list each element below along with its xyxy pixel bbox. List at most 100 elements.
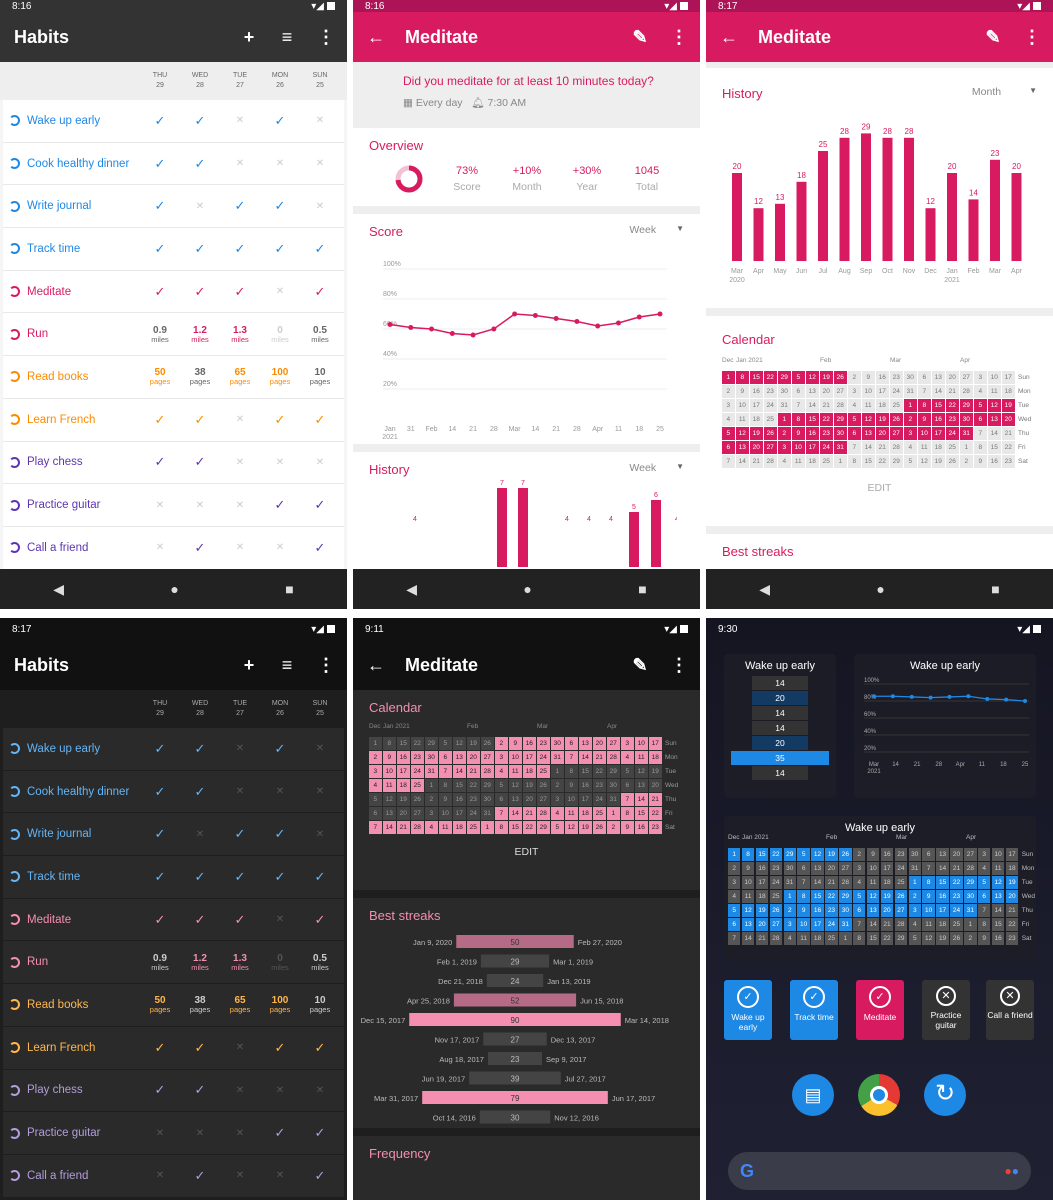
cross-icon[interactable]: ✕ <box>275 456 285 468</box>
cross-icon[interactable]: ✕ <box>195 1127 205 1139</box>
cross-icon[interactable]: ✕ <box>235 414 245 426</box>
cross-icon[interactable]: ✕ <box>155 542 165 554</box>
recents-icon[interactable]: ■ <box>991 581 1000 597</box>
habit-row[interactable]: Wake up early ✓ ✓ ✕ ✓ ✕ <box>3 100 344 143</box>
cross-icon[interactable]: ✕ <box>315 456 325 468</box>
cross-icon[interactable]: ✕ <box>235 499 245 511</box>
habit-row[interactable]: Write journal ✓ ✕ ✓ ✓ ✕ <box>3 813 344 857</box>
check-icon[interactable]: ✓ <box>314 1125 326 1141</box>
cross-icon[interactable]: ✕ <box>235 1042 245 1054</box>
check-icon[interactable]: ✓ <box>194 411 206 427</box>
check-icon[interactable]: ✓ <box>194 868 206 884</box>
check-icon[interactable]: ✓ <box>154 283 166 299</box>
check-icon[interactable]: ✓ <box>194 740 206 756</box>
check-icon[interactable]: ✓ <box>154 911 166 927</box>
home-icon[interactable]: ● <box>523 581 532 597</box>
add-icon[interactable]: + <box>243 654 255 675</box>
check-icon[interactable]: ✓ <box>274 411 286 427</box>
value-cell[interactable]: 10 pages <box>309 995 331 1015</box>
recents-icon[interactable]: ■ <box>638 581 647 597</box>
cross-icon[interactable]: ✕ <box>275 1170 285 1182</box>
check-icon[interactable]: ✓ <box>274 1039 286 1055</box>
value-cell[interactable]: 50 pages <box>149 367 171 387</box>
cross-icon[interactable]: ✕ <box>235 743 245 755</box>
habit-row[interactable]: Meditate ✓ ✓ ✓ ✕ ✓ <box>3 270 344 314</box>
widget-checkmark-button[interactable]: ✕ Call a friend <box>986 980 1034 1040</box>
recents-icon[interactable]: ■ <box>285 581 294 597</box>
edit-button[interactable]: EDIT <box>867 481 892 494</box>
cross-icon[interactable]: ✕ <box>315 743 325 755</box>
check-icon[interactable]: ✓ <box>194 783 206 799</box>
value-cell[interactable]: 50 pages <box>149 995 171 1015</box>
cross-icon[interactable]: ✕ <box>275 786 285 798</box>
cross-icon[interactable]: ✕ <box>155 1170 165 1182</box>
check-icon[interactable]: ✓ <box>314 1039 326 1055</box>
home-icon[interactable]: ● <box>170 581 179 597</box>
value-cell[interactable]: 100 pages <box>269 367 291 387</box>
value-cell[interactable]: 0 miles <box>271 952 289 972</box>
habit-row[interactable]: Play chess ✓ ✓ ✕ ✕ ✕ <box>3 1069 344 1113</box>
check-icon[interactable]: ✓ <box>194 911 206 927</box>
check-icon[interactable]: ✓ <box>194 240 206 256</box>
cross-icon[interactable]: ✕ <box>155 499 165 511</box>
edit-icon[interactable]: ✎ <box>985 26 1001 47</box>
back-icon[interactable]: ◀ <box>53 580 64 597</box>
check-icon[interactable]: ✓ <box>274 497 286 513</box>
value-cell[interactable]: 0 miles <box>271 324 289 344</box>
cross-icon[interactable]: ✕ <box>235 456 245 468</box>
value-cell[interactable]: 1.2 miles <box>191 324 209 344</box>
habit-row[interactable]: Call a friend ✕ ✓ ✕ ✕ ✓ <box>3 1154 344 1198</box>
value-cell[interactable]: 1.3 miles <box>231 952 249 972</box>
check-icon[interactable]: ✓ <box>314 497 326 513</box>
value-cell[interactable]: 100 pages <box>269 995 291 1015</box>
check-icon[interactable]: ✓ <box>194 1039 206 1055</box>
value-cell[interactable]: 10 pages <box>309 367 331 387</box>
cross-icon[interactable]: ✕ <box>315 1084 325 1096</box>
check-icon[interactable]: ✓ <box>234 283 246 299</box>
cross-icon[interactable]: ✕ <box>195 828 205 840</box>
value-cell[interactable]: 65 pages <box>229 367 251 387</box>
cross-icon[interactable]: ✕ <box>235 158 245 170</box>
cross-icon[interactable]: ✕ <box>315 115 325 127</box>
widget-checkmark-button[interactable]: ✓ Wake up early <box>724 980 772 1040</box>
check-icon[interactable]: ✓ <box>154 826 166 842</box>
more-icon[interactable]: ⋮ <box>317 26 335 47</box>
check-icon[interactable]: ✓ <box>154 868 166 884</box>
check-icon[interactable]: ✓ <box>154 240 166 256</box>
habit-row[interactable]: Learn French ✓ ✓ ✕ ✓ ✓ <box>3 1026 344 1070</box>
habit-row[interactable]: Read books 50 pages 38 pages 65 pages 100 pages 1… <box>3 356 344 399</box>
cross-icon[interactable]: ✕ <box>195 200 205 212</box>
value-cell[interactable]: 1.2 miles <box>191 952 209 972</box>
back-arrow-icon[interactable]: ← <box>367 654 385 675</box>
check-icon[interactable]: ✓ <box>154 740 166 756</box>
habit-row[interactable]: Cook healthy dinner ✓ ✓ ✕ ✕ ✕ <box>3 770 344 814</box>
cross-icon[interactable]: ✕ <box>275 914 285 926</box>
check-icon[interactable]: ✓ <box>154 155 166 171</box>
check-icon[interactable]: ✓ <box>154 1082 166 1098</box>
cross-icon[interactable]: ✕ <box>315 158 325 170</box>
cross-icon[interactable]: ✕ <box>275 286 285 298</box>
check-icon[interactable]: ✓ <box>234 826 246 842</box>
habit-row[interactable]: Meditate ✓ ✓ ✓ ✕ ✓ <box>3 898 344 942</box>
check-icon[interactable]: ✓ <box>154 198 166 214</box>
habit-row[interactable]: Run 0.9 miles 1.2 miles 1.3 miles 0 miles 0.5 mile… <box>3 313 344 357</box>
widget-checkmark-button[interactable]: ✓ Track time <box>790 980 838 1040</box>
check-icon[interactable]: ✓ <box>154 1039 166 1055</box>
cross-icon[interactable]: ✕ <box>235 542 245 554</box>
period-select[interactable]: Week <box>629 224 657 236</box>
value-cell[interactable]: 1.3 miles <box>231 324 249 344</box>
check-icon[interactable]: ✓ <box>274 1125 286 1141</box>
value-cell[interactable]: 38 pages <box>189 367 211 387</box>
check-icon[interactable]: ✓ <box>314 868 326 884</box>
check-icon[interactable]: ✓ <box>314 240 326 256</box>
dropdown-icon[interactable]: ▼ <box>676 224 684 233</box>
habit-row[interactable]: Wake up early ✓ ✓ ✕ ✓ ✕ <box>3 728 344 771</box>
check-icon[interactable]: ✓ <box>194 283 206 299</box>
check-icon[interactable]: ✓ <box>274 112 286 128</box>
check-icon[interactable]: ✓ <box>194 1082 206 1098</box>
widget-checkmark-button[interactable]: ✕ Practice guitar <box>922 980 970 1040</box>
value-cell[interactable]: 0.9 miles <box>151 324 169 344</box>
edit-button[interactable]: EDIT <box>514 845 539 858</box>
cross-icon[interactable]: ✕ <box>315 828 325 840</box>
back-icon[interactable]: ◀ <box>406 580 417 597</box>
